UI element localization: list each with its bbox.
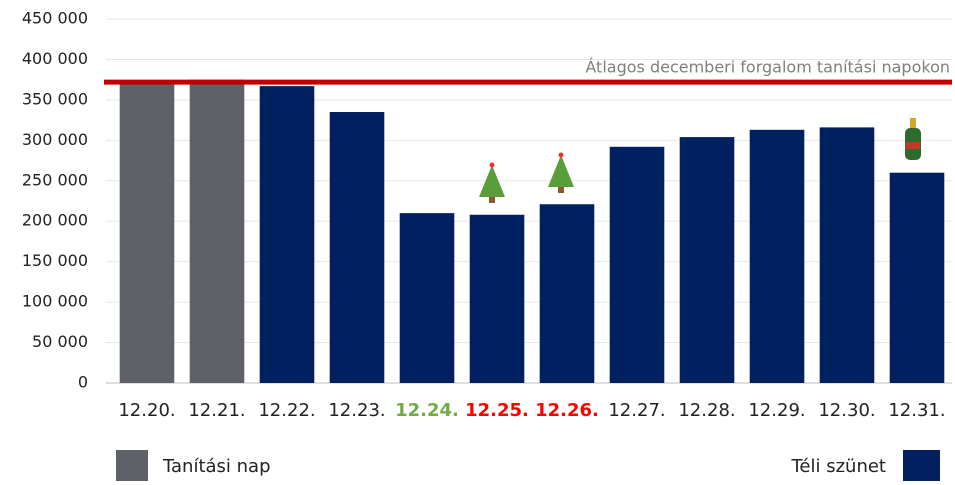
- x-tick-label: 12.25.: [465, 400, 529, 421]
- legend-label: Tanítási nap: [162, 456, 271, 477]
- y-tick-label: 0: [78, 373, 88, 392]
- bar: [609, 146, 665, 383]
- bar: [819, 127, 875, 383]
- x-tick-label: 12.28.: [678, 400, 735, 421]
- x-tick-label: 12.29.: [748, 400, 805, 421]
- tree-icon: [548, 152, 574, 193]
- bar: [119, 83, 175, 383]
- y-tick-label: 250 000: [22, 170, 88, 189]
- x-tick-label: 12.26.: [535, 400, 599, 421]
- bar: [259, 86, 315, 383]
- icons: [479, 118, 921, 203]
- y-tick-label: 300 000: [22, 130, 88, 149]
- x-tick-label: 12.27.: [608, 400, 665, 421]
- x-tick-label: 12.31.: [888, 400, 945, 421]
- bar: [539, 204, 595, 383]
- y-tick-label: 450 000: [22, 9, 88, 28]
- x-tick-label: 12.22.: [258, 400, 315, 421]
- legend-label: Téli szünet: [790, 456, 886, 477]
- bar: [329, 112, 385, 384]
- bar: [399, 213, 455, 383]
- champagne-icon: [905, 118, 921, 160]
- x-tick-label: 12.24.: [395, 400, 459, 421]
- y-tick-label: 400 000: [22, 49, 88, 68]
- x-tick-label: 12.23.: [328, 400, 385, 421]
- y-tick-label: 50 000: [32, 332, 88, 351]
- y-tick-label: 350 000: [22, 89, 88, 108]
- legend-swatch: [116, 450, 148, 481]
- reference-label: Átlagos decemberi forgalom tanítási napo…: [585, 58, 950, 77]
- y-tick-label: 100 000: [22, 292, 88, 311]
- y-tick-label: 200 000: [22, 211, 88, 230]
- bar: [889, 172, 945, 383]
- bar: [469, 214, 525, 383]
- x-tick-label: 12.21.: [188, 400, 245, 421]
- y-tick-label: 150 000: [22, 251, 88, 270]
- bar: [749, 129, 805, 383]
- x-tick-label: 12.20.: [118, 400, 175, 421]
- tree-icon: [479, 162, 505, 203]
- legend-swatch: [903, 450, 940, 481]
- bar: [189, 79, 245, 384]
- bar: [679, 137, 735, 383]
- x-tick-label: 12.30.: [818, 400, 875, 421]
